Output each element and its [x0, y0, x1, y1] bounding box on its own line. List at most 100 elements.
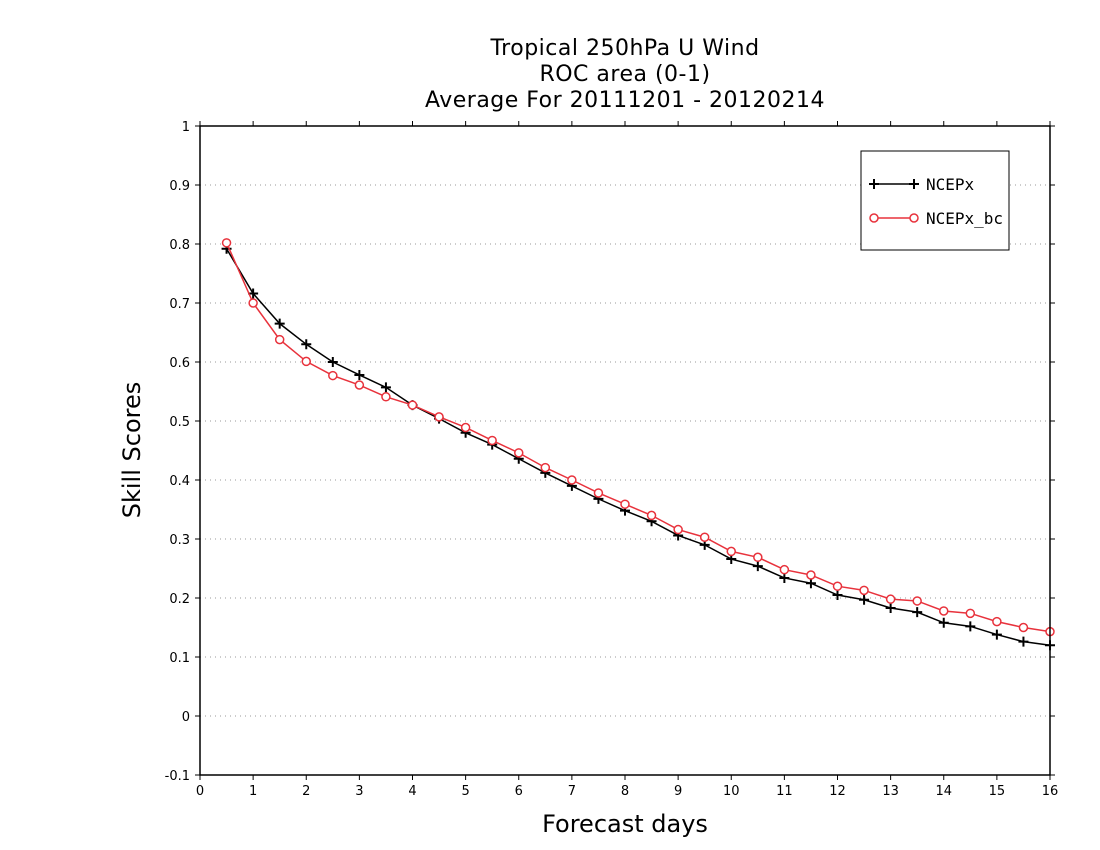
series-line	[225, 242, 1051, 633]
legend-item: NCEPx_bc	[869, 209, 1003, 228]
x-axis-title: Forecast days	[542, 810, 708, 838]
data-point	[859, 585, 869, 596]
data-point	[832, 581, 843, 591]
grid-layer	[200, 184, 1050, 717]
data-point	[487, 435, 497, 446]
x-tick-label: 1	[249, 784, 257, 799]
data-point	[939, 606, 949, 616]
x-tick-label: 8	[621, 784, 629, 799]
data-point	[912, 607, 923, 618]
y-tick-label: 0.7	[169, 297, 190, 312]
data-point	[699, 532, 710, 542]
data-point	[354, 380, 365, 390]
x-tick-label: 7	[568, 784, 576, 799]
data-point	[938, 617, 949, 628]
data-point	[301, 339, 312, 350]
data-point	[221, 238, 232, 248]
y-tick-label: -0.1	[165, 769, 190, 784]
x-tick-label: 10	[723, 784, 740, 799]
data-point	[965, 608, 976, 619]
chart-title-line-2: ROC area (0-1)	[539, 62, 711, 87]
data-point	[380, 382, 391, 393]
data-point	[248, 298, 258, 308]
data-point	[832, 590, 843, 601]
x-tick-label: 2	[302, 784, 310, 799]
x-tick-label: 0	[196, 784, 204, 799]
x-tick-label: 3	[355, 784, 363, 799]
x-tick-label: 11	[776, 784, 793, 799]
data-point	[540, 462, 551, 473]
y-tick-label: 0.4	[169, 474, 190, 489]
data-point	[859, 594, 870, 605]
series-layer	[221, 238, 1055, 651]
data-point	[354, 369, 365, 380]
data-point	[328, 370, 338, 381]
y-tick-label: 0.2	[169, 592, 190, 607]
data-point	[992, 616, 1002, 627]
y-tick-label: 0.5	[169, 415, 190, 430]
data-point	[779, 564, 790, 575]
y-tick-label: 0	[182, 710, 190, 725]
data-point	[460, 422, 471, 433]
data-point	[991, 629, 1002, 640]
data-point	[885, 594, 896, 604]
legend-marker	[869, 213, 879, 223]
series-line	[225, 248, 1051, 646]
chart-title-line-1: Tropical 250hPa U Wind	[490, 36, 760, 61]
legend-box	[860, 150, 1010, 251]
x-tick-label: 15	[989, 784, 1006, 799]
chart-title-line-3: Average For 20111201 - 20120214	[424, 88, 826, 113]
x-tick-label: 6	[515, 784, 523, 799]
legend-marker	[869, 179, 879, 189]
data-point	[1018, 636, 1029, 647]
legend-label: NCEPx_bc	[926, 209, 1003, 228]
series-ncepx	[221, 243, 1055, 651]
data-point	[620, 499, 630, 509]
x-tick-label: 13	[882, 784, 899, 799]
data-point	[805, 578, 816, 589]
y-tick-label: 0.6	[169, 356, 190, 371]
data-point	[274, 334, 285, 345]
data-point	[726, 546, 736, 557]
legend-marker	[909, 213, 919, 223]
y-tick-label: 0.8	[169, 238, 190, 253]
data-point	[912, 596, 922, 606]
data-point	[673, 524, 683, 535]
data-point	[806, 570, 816, 580]
legend-item: NCEPx	[869, 175, 975, 194]
x-tick-label: 14	[935, 784, 952, 799]
data-point	[248, 288, 259, 299]
data-point	[434, 412, 444, 422]
data-point	[301, 356, 311, 367]
data-point	[965, 621, 976, 632]
data-point	[779, 572, 790, 583]
data-point	[885, 603, 896, 614]
legend: NCEPx NCEPx_bc	[860, 150, 1010, 251]
tick-layer: -0.100.10.20.30.40.50.60.70.80.910 1 2 3 4 5 6…	[165, 120, 1059, 799]
y-tick-label: 0.3	[169, 533, 190, 548]
data-point	[514, 448, 524, 458]
data-point	[753, 552, 763, 563]
x-tick-label: 16	[1042, 784, 1059, 799]
legend-marker	[909, 179, 919, 189]
data-point	[593, 488, 604, 498]
x-tick-label: 9	[674, 784, 682, 799]
y-tick-label: 0.9	[169, 179, 190, 194]
x-tick-label: 12	[829, 784, 846, 799]
data-point	[327, 357, 338, 367]
data-point	[567, 475, 577, 485]
data-point	[646, 510, 657, 521]
series-ncepx-bc	[221, 238, 1055, 637]
y-tick-label: 0.1	[169, 651, 190, 666]
data-point	[274, 318, 285, 329]
data-point	[1018, 622, 1029, 633]
x-tick-label: 5	[461, 784, 469, 799]
data-point	[752, 561, 763, 572]
legend-label: NCEPx	[926, 175, 975, 194]
y-tick-label: 1	[182, 120, 190, 135]
data-point	[407, 400, 418, 410]
data-point	[381, 392, 391, 402]
y-axis-title: Skill Scores	[118, 382, 146, 519]
x-tick-label: 4	[408, 784, 416, 799]
